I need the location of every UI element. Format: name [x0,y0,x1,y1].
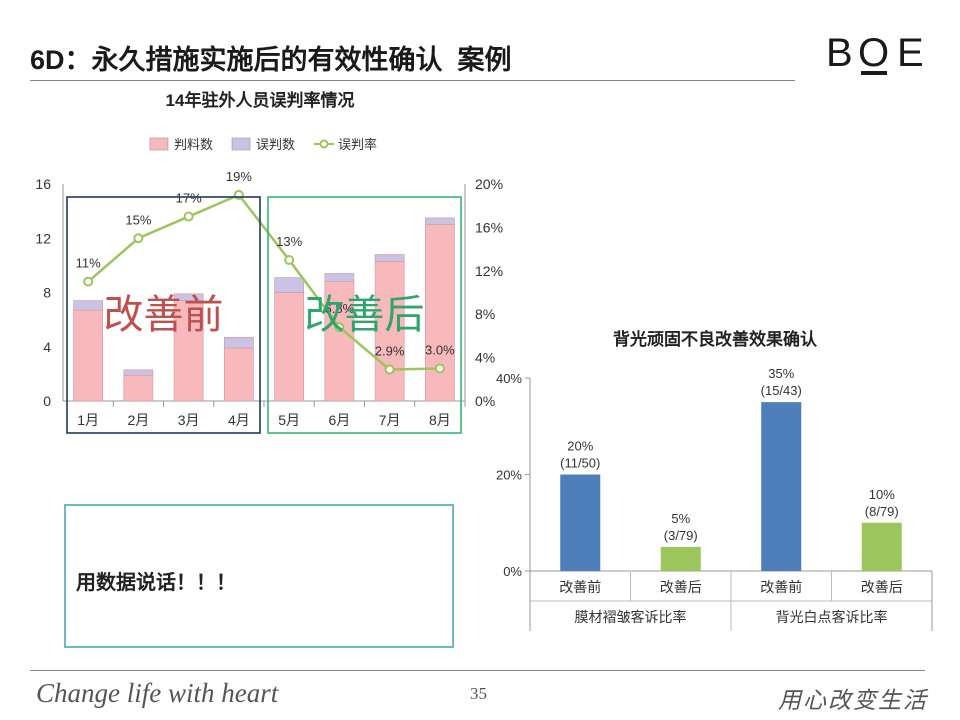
x-tick-label: 8月 [429,412,451,428]
y-right-tick-label: 16% [475,219,503,235]
group-label: 背光白点客诉比率 [776,609,888,625]
bar-misjudged [73,300,103,311]
legend-swatch-judged [149,137,169,151]
rate-point [384,364,395,375]
y-tick-label: 20% [496,468,522,483]
y-tick-label: 40% [496,371,522,386]
bar-misjudged [425,217,455,225]
footer-slogan: 用心改变生活 [778,688,928,714]
boe-logo: B O E [826,31,924,75]
bar-judged [73,309,103,402]
y-left-tick-label: 12 [35,230,51,246]
rate-line [87,193,440,371]
legend-label: 判料数 [174,137,213,152]
logo-letter-o: O [858,31,889,75]
y-left-tick-label: 0 [43,393,51,409]
rate-data-label: 11% [76,256,101,271]
bar-judged [274,292,304,402]
title-divider [30,80,795,81]
after-annotation: 改善后 [305,293,425,337]
rate-data-label: 13% [276,234,302,249]
legend-label: 误判率 [338,137,377,152]
chart2-title: 背光顽固不良改善效果确认 [613,330,817,349]
rate-point [183,211,194,222]
category-label: 改善前 [559,579,601,595]
y-right-tick-label: 0% [475,393,495,409]
backlight-chart: 0% 20% 40% 20% (11/50) 改善前 5% (3/79) 改善后 35% (15/4… [496,366,933,631]
y-left-tick-label: 8 [43,285,51,301]
footer-tagline: Change life with heart [36,678,279,708]
y-right-tick-label: 12% [475,263,503,279]
bar-misjudged [224,336,254,349]
x-tick-label: 7月 [379,412,401,428]
category-label: 改善前 [760,579,802,595]
y-left-tick-label: 4 [43,339,51,355]
rate-point [334,322,345,333]
bar-misjudged [324,273,355,282]
before-annotation: 改善前 [104,293,224,337]
chart1-title: 14年驻外人员误判率情况 [165,91,355,110]
footer-divider [30,670,925,671]
legend-label: 误判数 [256,137,295,152]
value-label: 20% [567,439,593,454]
bar-misjudged [274,277,304,293]
rate-point [284,254,295,265]
callout-box [64,504,454,648]
detail-label: (11/50) [560,456,600,471]
rate-data-label: 3.0% [425,342,455,357]
rate-data-label: 2.9% [375,344,405,359]
after-group-box [267,196,462,434]
value-bar [560,474,601,571]
bar-judged [173,300,204,402]
bar-judged [324,281,355,402]
bar-judged [374,261,405,402]
category-label: 改善后 [861,579,903,595]
bar-judged [425,224,455,402]
category-label: 改善后 [660,579,702,595]
detail-label: (8/79) [865,504,899,519]
bar-misjudged [123,369,154,376]
x-tick-label: 4月 [228,412,250,428]
value-bar [660,546,701,571]
x-tick-label: 5月 [278,412,300,428]
detail-label: (3/79) [664,528,698,543]
logo-letter-b: B [826,31,853,75]
y-left-tick-label: 16 [35,176,51,192]
rate-point [133,233,144,244]
misjudgment-chart: 判料数 误判数 误判率 0 4 8 12 16 0% 4% 8% 12% 16% 20% 1月 2月 3月 4月 5… [35,137,503,434]
rate-data-label: 15% [125,212,151,227]
legend-swatch-misjudged [231,137,251,151]
value-bar [861,522,902,571]
rate-data-label: 6.8% [325,301,355,316]
rate-point [83,276,94,287]
rate-point [434,363,445,374]
x-tick-label: 3月 [178,412,200,428]
group-label: 膜材褶皱客诉比率 [575,609,687,625]
rate-data-label: 17% [176,191,202,206]
value-label: 5% [671,511,690,526]
x-tick-label: 6月 [328,412,350,428]
callout-text: 用数据说话！！！ [76,572,236,594]
bar-judged [123,374,154,402]
y-tick-label: 0% [503,564,522,579]
before-group-box [66,196,261,434]
rate-data-label: 19% [226,169,252,184]
legend-marker-rate [319,139,329,149]
x-tick-label: 1月 [77,412,99,428]
bar-judged [224,347,254,402]
logo-underline [861,71,887,75]
value-bar [761,402,802,571]
page-number: 35 [470,684,487,703]
slide-title: 6D：永久措施实施后的有效性确认 案例 [30,45,512,75]
y-right-tick-label: 20% [475,176,503,192]
y-right-tick-label: 8% [475,306,495,322]
logo-letter-e: E [897,31,924,75]
value-label: 10% [869,487,895,502]
detail-label: (15/43) [761,383,802,398]
y-right-tick-label: 4% [475,350,495,366]
bar-misjudged [173,293,204,301]
value-label: 35% [768,366,794,381]
bar-misjudged [374,254,405,262]
x-tick-label: 2月 [127,412,149,428]
